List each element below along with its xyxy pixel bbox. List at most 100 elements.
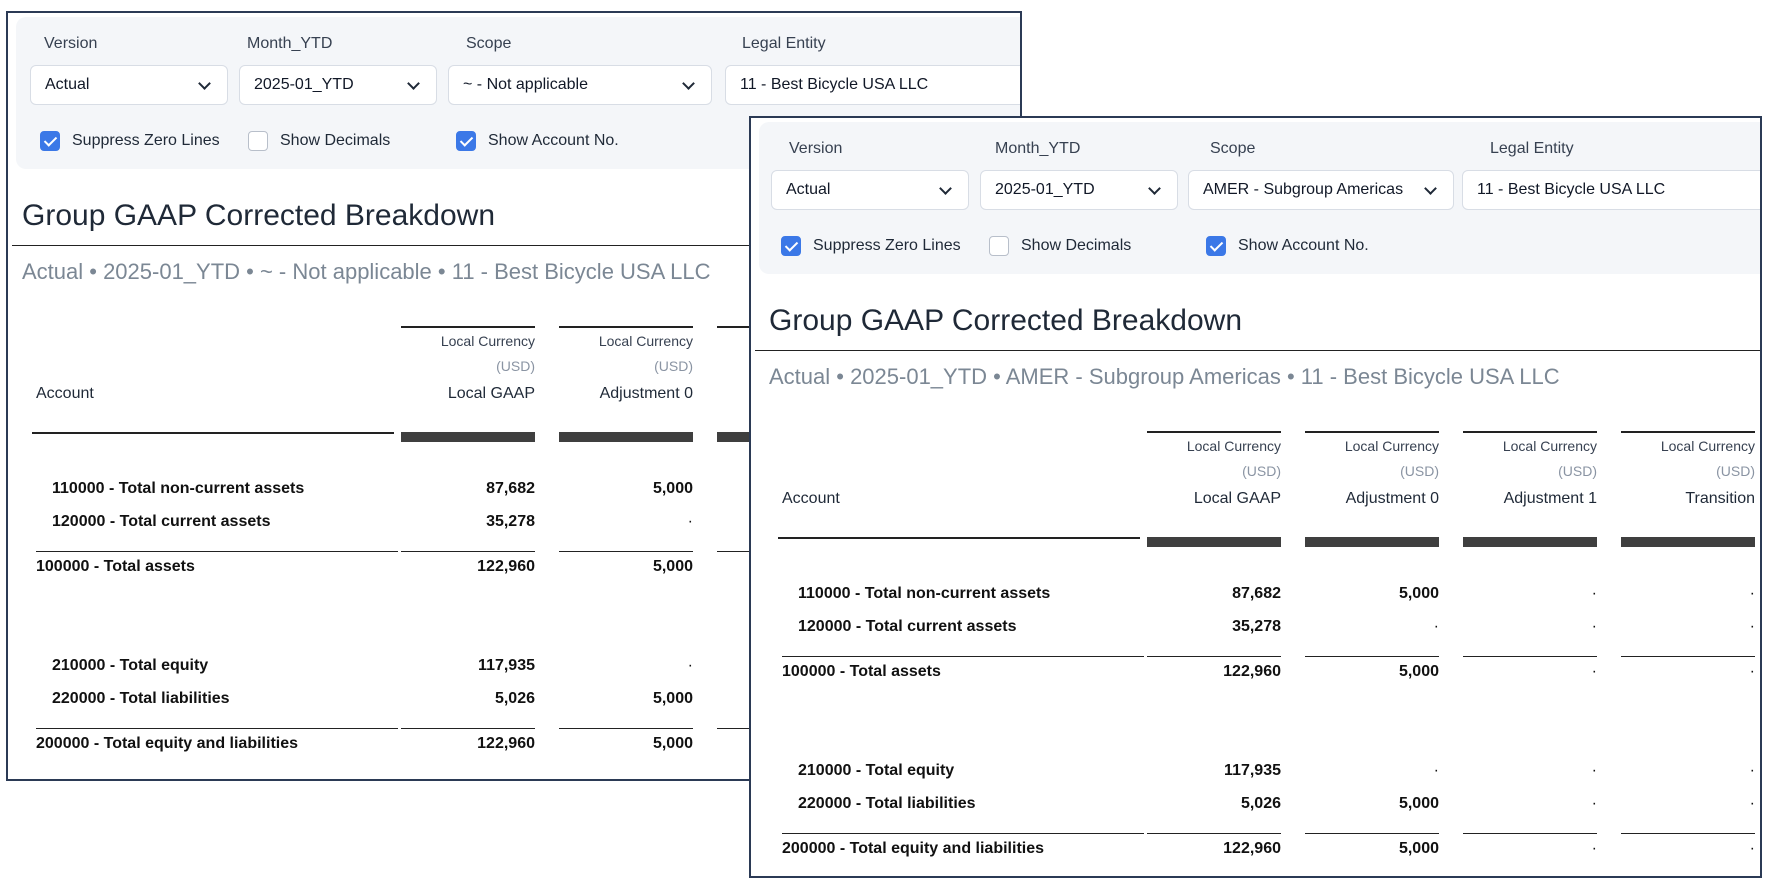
account-header-rule [778,537,1140,539]
chevron-down-icon [939,181,952,195]
column-currency-label: Local Currency [598,333,693,349]
chevron-down-icon [1148,181,1161,195]
report-title: Group GAAP Corrected Breakdown [22,199,496,232]
checkbox-checked-icon [40,131,60,151]
table-cell: · [1749,840,1755,857]
column-currency-label: Local Currency [1660,438,1755,454]
report-title: Group GAAP Corrected Breakdown [769,304,1243,337]
scope-label: Scope [1210,140,1256,157]
show-account-no-checkbox[interactable]: Show Account No. [456,131,619,151]
table-cell: · [1749,585,1755,602]
table-cell: 117,935 [478,657,535,674]
column-local-gaap-header: Local GAAP [1193,490,1281,507]
report-subtitle: Actual • 2025-01_YTD • ~ - Not applicabl… [22,259,711,284]
scope-label: Scope [466,35,512,52]
report-panel-scope-amer: Version Actual Month_YTD 2025-01_YTD Sco… [749,116,1762,878]
suppress-zero-lines-checkbox[interactable]: Suppress Zero Lines [781,236,961,256]
version-select[interactable]: Actual [771,170,969,210]
version-label: Version [44,35,98,52]
table-cell: 122,960 [1223,840,1281,857]
total-rule [1147,656,1281,657]
column-unit-label: (USD) [1716,463,1755,479]
total-rule [1305,656,1439,657]
total-rule [1305,833,1439,834]
table-cell: · [1749,762,1755,779]
column-bar [401,432,535,442]
show-decimals-checkbox[interactable]: Show Decimals [989,236,1131,256]
column-unit-label: (USD) [1558,463,1597,479]
total-rule [1621,833,1755,834]
column-bar [1621,537,1755,547]
version-select[interactable]: Actual [30,65,228,105]
table-cell: · [1591,585,1597,602]
total-rule [782,656,1144,657]
scope-select[interactable]: AMER - Subgroup Americas [1188,170,1454,210]
column-header-rule [1621,431,1755,433]
column-header-rule [1463,431,1597,433]
legal-entity-label: Legal Entity [1490,140,1574,157]
table-cell: 87,682 [486,480,535,497]
table-cell: · [1591,618,1597,635]
table-cell: 5,026 [494,690,535,707]
checkbox-unchecked-icon [248,131,268,151]
version-label: Version [789,140,843,157]
column-local-gaap-header: Local GAAP [447,385,535,402]
column-bar [1305,537,1439,547]
column-bar [559,432,693,442]
table-row-label: 110000 - Total non-current assets [798,585,1051,602]
table-row-total-label: 200000 - Total equity and liabilities [782,840,1045,857]
show-account-no-checkbox[interactable]: Show Account No. [1206,236,1369,256]
table-cell: 35,278 [1232,618,1281,635]
total-rule [559,728,693,729]
month-ytd-select[interactable]: 2025-01_YTD [980,170,1178,210]
month-ytd-label: Month_YTD [247,35,333,52]
table-row-label: 210000 - Total equity [798,762,955,779]
show-decimals-checkbox[interactable]: Show Decimals [248,131,390,151]
report-subtitle: Actual • 2025-01_YTD • AMER - Subgroup A… [769,364,1560,389]
total-rule [401,728,535,729]
table-cell: 35,278 [486,513,535,530]
table-row-label: 120000 - Total current assets [798,618,1017,635]
legal-entity-select[interactable]: 11 - Best Bicycle USA LLC [1462,170,1760,210]
column-unit-label: (USD) [496,358,535,374]
total-rule [1147,833,1281,834]
month-ytd-label: Month_YTD [995,140,1081,157]
table-cell: 5,026 [1240,795,1281,812]
column-unit-label: (USD) [654,358,693,374]
column-bar [1463,537,1597,547]
chevron-down-icon [198,76,211,90]
total-rule [559,551,693,552]
column-adjustment-1-header: Adjustment 1 [1503,490,1597,507]
checkbox-checked-icon [1206,236,1226,256]
column-header-rule [559,326,693,328]
table-cell: · [687,657,693,674]
total-rule [36,551,398,552]
table-row-label: 210000 - Total equity [52,657,209,674]
column-currency-label: Local Currency [440,333,535,349]
scope-select[interactable]: ~ - Not applicable [448,65,712,105]
column-bar [1147,537,1281,547]
suppress-zero-lines-checkbox[interactable]: Suppress Zero Lines [40,131,220,151]
filter-bar: Version Actual Month_YTD 2025-01_YTD Sco… [759,122,1760,274]
legal-entity-select[interactable]: 11 - Best Bicycle USA LLC [725,65,1020,105]
title-divider [12,245,1020,246]
column-header-rule [1147,431,1281,433]
month-ytd-select[interactable]: 2025-01_YTD [239,65,437,105]
column-unit-label: (USD) [1400,463,1439,479]
table-cell: · [1591,663,1597,680]
total-rule [36,728,398,729]
total-rule [401,551,535,552]
total-rule [1621,656,1755,657]
column-header-rule [1305,431,1439,433]
table-cell: · [1591,840,1597,857]
table-cell: 5,000 [652,558,693,575]
column-currency-label: Local Currency [1186,438,1281,454]
column-currency-label: Local Currency [1344,438,1439,454]
table-cell: · [1749,663,1755,680]
table-cell: 5,000 [652,690,693,707]
table-row-label: 120000 - Total current assets [52,513,271,530]
table-row-total-label: 100000 - Total assets [36,558,195,575]
column-unit-label: (USD) [1242,463,1281,479]
table-cell: · [1591,795,1597,812]
column-adjustment-0-header: Adjustment 0 [599,385,693,402]
